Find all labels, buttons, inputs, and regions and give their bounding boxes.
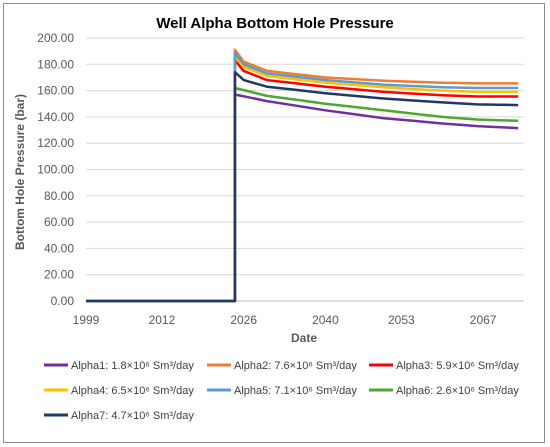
series-line-3 — [86, 59, 519, 303]
legend-label: Alpha4: 6.5×10⁶ Sm³/day — [71, 385, 194, 397]
y-tick-label: 100.00 — [37, 163, 74, 177]
series-line-4 — [86, 55, 519, 303]
series-line-5 — [86, 51, 519, 303]
legend-label: Alpha7: 4.7×10⁶ Sm³/day — [71, 410, 194, 422]
x-tick-label: 2053 — [388, 313, 415, 327]
x-tick-label: 2012 — [149, 313, 176, 327]
legend-label: Alpha6: 2.6×10⁶ Sm³/day — [396, 385, 519, 397]
y-tick-label: 60.00 — [44, 215, 74, 229]
series-line-1 — [86, 93, 519, 303]
legend: Alpha1: 1.8×10⁶ Sm³/day Alpha2: 7.6×10⁶ S… — [44, 360, 519, 422]
legend-label: Alpha3: 5.9×10⁶ Sm³/day — [396, 360, 519, 372]
series-line-7 — [86, 70, 519, 303]
x-tick-label: 1999 — [73, 313, 100, 327]
legend-label: Alpha2: 7.6×10⁶ Sm³/day — [234, 360, 357, 372]
legend-label: Alpha5: 7.1×10⁶ Sm³/day — [234, 385, 357, 397]
chart-title: Well Alpha Bottom Hole Pressure — [156, 15, 394, 32]
y-tick-label: 180.00 — [37, 57, 74, 71]
y-tick-labels: 0.00 20.00 40.00 60.00 80.00 100.00 120.00 140.… — [37, 31, 74, 308]
x-tick-labels: 1999 2012 2026 2040 2053 2067 — [73, 313, 497, 327]
chart-frame: Well Alpha Bottom Hole Pressure 0.00 20.0… — [3, 3, 545, 443]
legend-item: Alpha6: 2.6×10⁶ Sm³/day — [369, 385, 519, 397]
y-tick-label: 140.00 — [37, 110, 74, 124]
legend-label: Alpha1: 1.8×10⁶ Sm³/day — [71, 360, 194, 372]
legend-item: Alpha3: 5.9×10⁶ Sm³/day — [369, 360, 519, 372]
y-tick-label: 200.00 — [37, 31, 74, 45]
x-tick-label: 2040 — [312, 313, 339, 327]
legend-item: Alpha4: 6.5×10⁶ Sm³/day — [44, 385, 194, 397]
y-tick-label: 40.00 — [44, 241, 74, 255]
x-axis-label: Date — [291, 331, 317, 345]
y-tick-label: 0.00 — [51, 294, 75, 308]
legend-item: Alpha7: 4.7×10⁶ Sm³/day — [44, 410, 194, 422]
legend-item: Alpha5: 7.1×10⁶ Sm³/day — [207, 385, 357, 397]
y-tick-label: 20.00 — [44, 268, 74, 282]
series-lines — [86, 48, 519, 303]
y-tick-label: 120.00 — [37, 136, 74, 150]
legend-item: Alpha1: 1.8×10⁶ Sm³/day — [44, 360, 194, 372]
gridlines — [86, 37, 524, 276]
x-tick-label: 2067 — [470, 313, 497, 327]
series-line-6 — [86, 86, 519, 303]
y-tick-label: 80.00 — [44, 189, 74, 203]
y-tick-label: 160.00 — [37, 84, 74, 98]
y-axis-label: Bottom Hole Pressure (bar) — [13, 94, 27, 250]
x-tick-label: 2026 — [230, 313, 257, 327]
series-line-2 — [86, 48, 519, 303]
chart-svg: Well Alpha Bottom Hole Pressure 0.00 20.0… — [13, 15, 524, 422]
legend-item: Alpha2: 7.6×10⁶ Sm³/day — [207, 360, 357, 372]
